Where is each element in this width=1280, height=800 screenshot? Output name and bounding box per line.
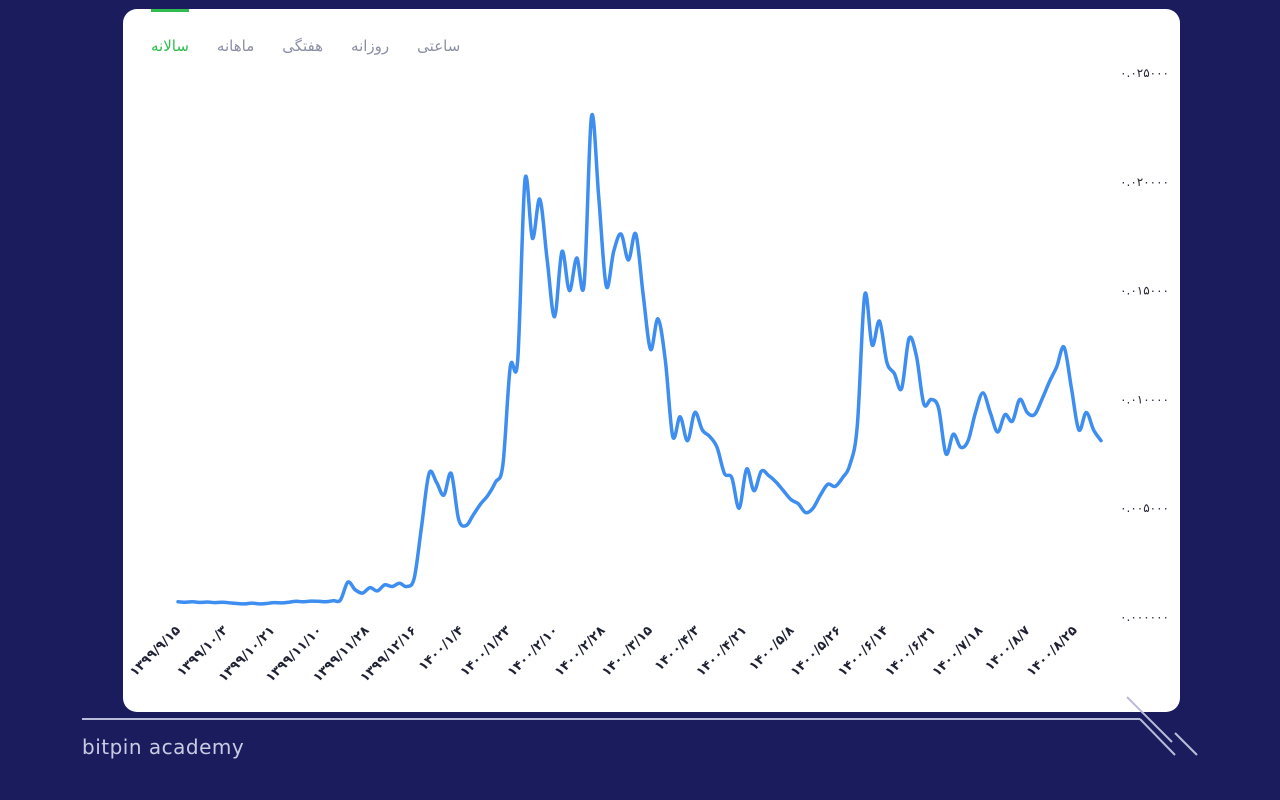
timeframe-tabs: سالانه ماهانه هفتگی روزانه ساعتی xyxy=(151,37,460,55)
tab-yearly[interactable]: سالانه xyxy=(151,37,189,55)
footer-slash-1 xyxy=(1139,718,1176,756)
price-line-chart: ۰.۰۲۵۰۰۰ ۰.۰۲۰۰۰۰ ۰.۰۱۵۰۰۰ ۰.۰۱۰۰۰۰ ۰.۰۰۵۰۰۰… xyxy=(127,66,1169,685)
y-tick-label: ۰.۰۱۵۰۰۰ xyxy=(1120,284,1169,298)
y-tick-label: ۰.۰۱۰۰۰۰ xyxy=(1120,392,1169,406)
brand-name: bitpin academy xyxy=(82,735,245,759)
y-tick-label: ۰.۰۰۰۰۰۰ xyxy=(1120,610,1169,624)
footer-slash-3 xyxy=(1174,732,1198,756)
active-tab-indicator xyxy=(151,9,189,12)
tab-monthly[interactable]: ماهانه xyxy=(216,37,255,55)
y-tick-label: ۰.۰۲۵۰۰۰ xyxy=(1120,66,1169,80)
chart-card: سالانه ماهانه هفتگی روزانه ساعتی ۰.۰۲۵۰۰… xyxy=(123,9,1180,712)
tab-hourly[interactable]: ساعتی xyxy=(417,37,461,55)
tab-weekly[interactable]: هفتگی xyxy=(282,37,324,55)
footer-slash-2 xyxy=(1126,696,1173,743)
y-tick-label: ۰.۰۲۰۰۰۰ xyxy=(1120,175,1169,189)
y-tick-label: ۰.۰۰۵۰۰۰ xyxy=(1120,501,1169,515)
price-series-line xyxy=(176,112,1103,606)
tab-daily[interactable]: روزانه xyxy=(351,37,390,55)
